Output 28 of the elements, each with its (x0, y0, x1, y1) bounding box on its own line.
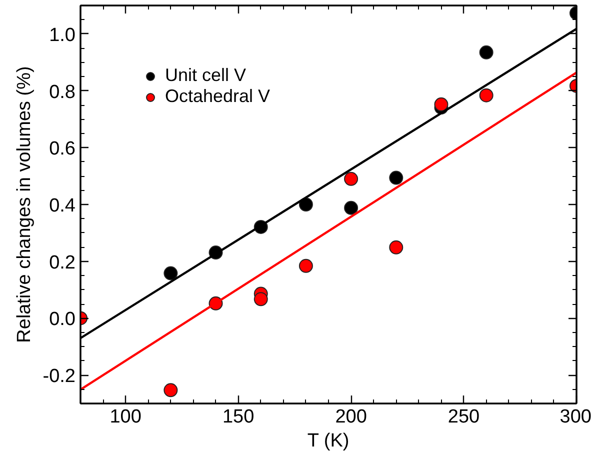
y-tick-label: 0.6 (49, 138, 76, 160)
point (479, 45, 494, 60)
point (434, 97, 448, 112)
y-tick-label: 1.0 (49, 24, 76, 46)
y-axis-title: Relative changes in volumes (%) (14, 66, 35, 343)
y-tick-label: 0.2 (49, 252, 76, 274)
y-tick-label: 0.4 (49, 196, 76, 216)
point (389, 170, 404, 185)
point (298, 198, 313, 212)
point (344, 200, 358, 215)
point (164, 266, 178, 280)
point (344, 172, 358, 186)
point (298, 258, 313, 273)
legend-label: Unit cell V (165, 65, 246, 86)
x-tick-label: 250 (448, 406, 480, 428)
x-tick-label: 300 (560, 406, 591, 428)
x-tick-label: 200 (335, 406, 367, 428)
legend-label: Octahedral V (165, 86, 270, 107)
y-tick-label: 0.0 (49, 309, 76, 330)
point (254, 292, 268, 306)
point (479, 88, 494, 102)
x-tick-label: 100 (110, 406, 142, 428)
point (389, 240, 404, 254)
x-tick-label: 150 (222, 406, 254, 428)
y-tick-label: 0.8 (49, 82, 76, 103)
point (164, 383, 178, 398)
y-tick-label: -0.2 (42, 366, 76, 388)
x-axis-title: T (K) (307, 430, 350, 452)
